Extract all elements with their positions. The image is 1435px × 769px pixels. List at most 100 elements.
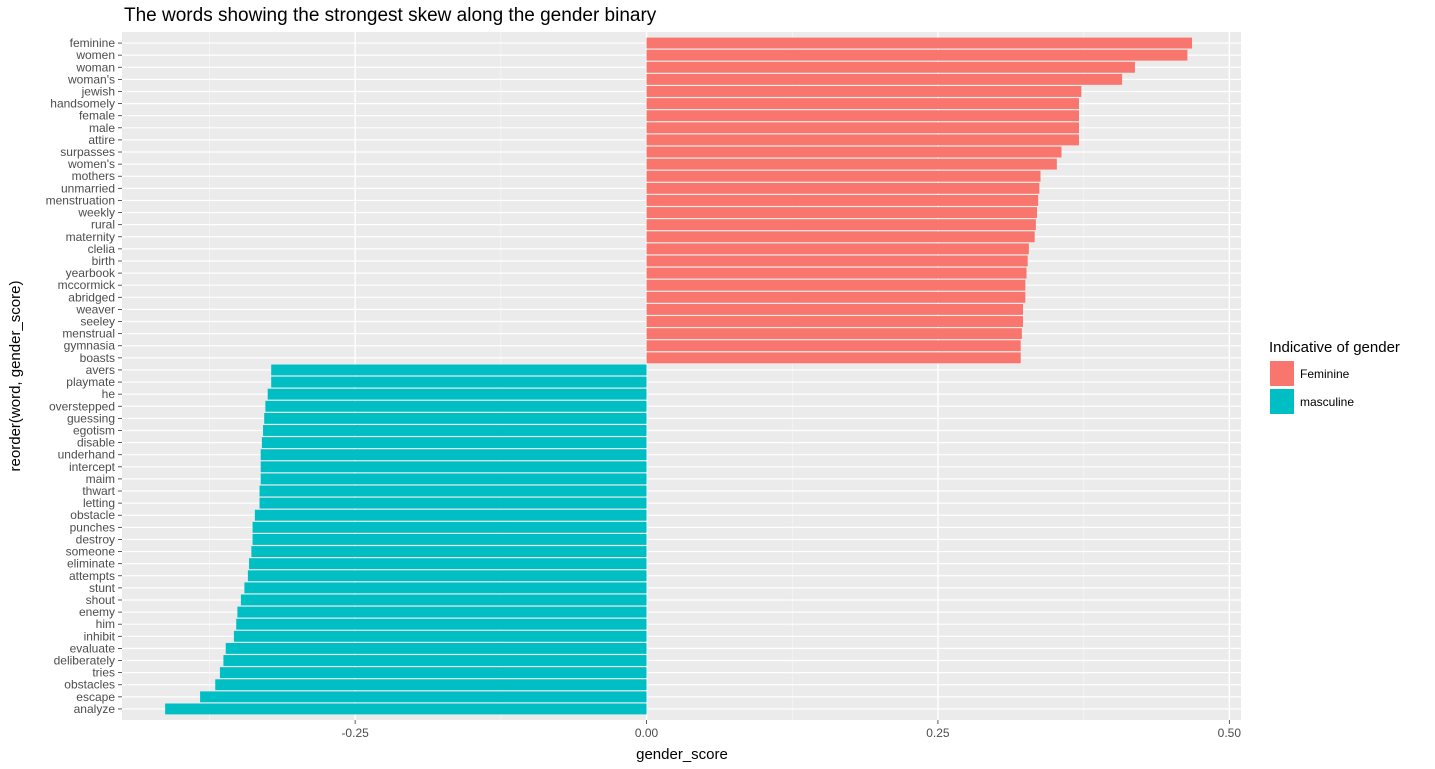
y-tick-label: mothers <box>72 169 115 183</box>
bar-handsomely <box>646 98 1079 110</box>
bar-escape <box>200 691 647 703</box>
bar-him <box>236 618 647 630</box>
x-tick-label: -0.25 <box>341 726 369 740</box>
bar-stunt <box>244 582 647 594</box>
y-tick-label: gymnasia <box>64 339 116 353</box>
bar-maternity <box>646 231 1035 243</box>
bar-menstruation <box>646 194 1039 206</box>
y-tick-label: handsomely <box>50 97 115 111</box>
bar-inhibit <box>233 630 647 642</box>
bar-evaluate <box>225 642 647 654</box>
y-tick-label: women's <box>67 157 115 171</box>
y-tick-label: boasts <box>80 351 115 365</box>
bar-analyze <box>165 703 647 715</box>
y-tick-label: destroy <box>76 532 115 546</box>
bar-birth <box>646 255 1028 267</box>
y-tick-label: him <box>96 617 115 631</box>
bar-menstrual <box>646 328 1022 340</box>
x-axis-label: gender_score <box>636 746 728 763</box>
x-tick-label: 0.00 <box>635 726 659 740</box>
y-tick-label: birth <box>92 254 115 268</box>
legend-title: Indicative of gender <box>1269 339 1400 356</box>
y-tick-label: egotism <box>73 423 115 437</box>
bar-underhand <box>260 449 647 461</box>
y-tick-label: punches <box>70 520 115 534</box>
y-tick-label: female <box>79 109 115 123</box>
bar-weekly <box>646 207 1038 219</box>
y-tick-label: seeley <box>80 315 115 329</box>
y-tick-label: analyze <box>74 702 116 716</box>
y-axis-label: reorder(word, gender_score) <box>7 281 24 472</box>
bar-disable <box>261 437 647 449</box>
y-tick-label: avers <box>86 363 115 377</box>
y-tick-label: overstepped <box>49 399 115 413</box>
y-tick-label: weekly <box>77 206 115 220</box>
bar-punches <box>252 521 647 533</box>
bars <box>165 37 1193 715</box>
bar-overstepped <box>265 400 647 412</box>
y-tick-label: disable <box>77 436 115 450</box>
bar-someone <box>251 546 647 558</box>
y-tick-labels: femininewomenwomanwoman'sjewishhandsomel… <box>46 36 122 716</box>
y-tick-label: maternity <box>66 230 115 244</box>
bar-jewish <box>646 86 1082 97</box>
y-tick-label: evaluate <box>70 641 116 655</box>
bar-seeley <box>646 316 1024 327</box>
bar-attempts <box>247 570 647 582</box>
bar-women-s <box>646 158 1057 170</box>
y-tick-label: women <box>75 48 115 62</box>
y-tick-label: inhibit <box>84 629 116 643</box>
bar-feminine <box>646 37 1193 49</box>
y-tick-label: mccormick <box>58 278 116 292</box>
bar-obstacle <box>254 509 647 521</box>
bar-unmarried <box>646 182 1040 194</box>
y-tick-label: enemy <box>79 605 115 619</box>
y-tick-label: he <box>102 387 116 401</box>
y-tick-label: attempts <box>69 569 115 583</box>
legend-key-feminine <box>1270 361 1294 386</box>
y-tick-label: playmate <box>66 375 115 389</box>
bar-woman <box>646 61 1135 73</box>
bar-surpasses <box>646 146 1062 158</box>
y-tick-label: intercept <box>69 460 116 474</box>
y-tick-label: woman's <box>67 72 115 86</box>
y-tick-label: eliminate <box>67 557 115 571</box>
bar-women <box>646 49 1188 61</box>
y-tick-label: obstacle <box>70 508 115 522</box>
bar-weaver <box>646 303 1024 315</box>
y-tick-label: jewish <box>81 84 115 98</box>
bar-mccormick <box>646 279 1026 291</box>
bar-obstacles <box>215 679 647 691</box>
y-tick-label: shout <box>86 593 116 607</box>
bar-boasts <box>646 352 1021 364</box>
chart-title: The words showing the strongest skew alo… <box>124 5 657 26</box>
y-tick-label: yearbook <box>66 266 116 280</box>
bar-intercept <box>260 461 647 473</box>
y-tick-label: male <box>89 121 115 135</box>
bar-destroy <box>252 533 647 545</box>
bar-maim <box>260 473 647 485</box>
x-tick-label: 0.25 <box>926 726 950 740</box>
bar-yearbook <box>646 267 1027 279</box>
bar-woman-s <box>646 73 1123 85</box>
y-tick-label: guessing <box>67 411 115 425</box>
y-tick-label: attire <box>88 133 115 147</box>
bar-shout <box>240 594 647 606</box>
y-tick-label: stunt <box>89 581 116 595</box>
y-tick-label: weaver <box>75 302 115 316</box>
legend: Indicative of gender Feminine masculine <box>1269 339 1400 414</box>
y-tick-label: rural <box>91 218 115 232</box>
bar-deliberately <box>223 655 647 666</box>
y-tick-label: someone <box>66 545 116 559</box>
y-tick-label: unmarried <box>61 181 115 195</box>
bar-avers <box>271 364 647 376</box>
y-tick-label: thwart <box>82 484 115 498</box>
y-tick-label: deliberately <box>54 654 115 668</box>
y-tick-label: clelia <box>88 242 116 256</box>
legend-label-feminine: Feminine <box>1300 367 1350 381</box>
y-tick-label: underhand <box>58 448 115 462</box>
y-tick-label: feminine <box>70 36 116 50</box>
y-tick-label: escape <box>76 690 115 704</box>
y-tick-label: woman <box>75 60 115 74</box>
